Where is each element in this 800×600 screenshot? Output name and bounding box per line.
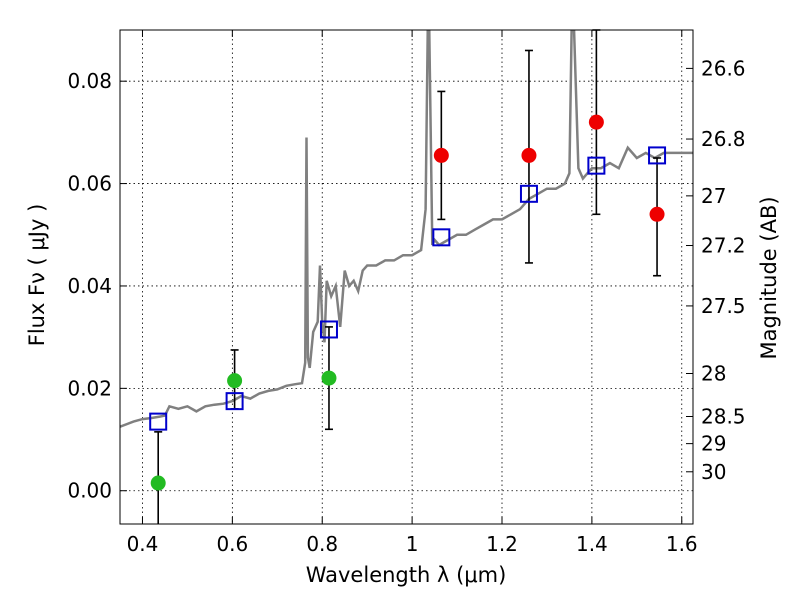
y-tick-label: 0.00 <box>67 479 112 503</box>
data-point <box>588 114 604 130</box>
y-tick-label: 0.02 <box>67 376 112 400</box>
model-point <box>319 320 338 339</box>
model-point <box>648 146 667 165</box>
data-point <box>321 370 337 386</box>
data-point <box>227 373 243 389</box>
right-tick-label: 28.5 <box>701 404 746 428</box>
grid <box>120 30 693 524</box>
x-tick-label: 1.4 <box>576 532 608 556</box>
right-tick-label: 28 <box>701 361 726 385</box>
x-axis-title: Wavelength λ (μm) <box>306 563 507 587</box>
model-point <box>225 392 244 411</box>
x-tick-label: 0.6 <box>216 532 248 556</box>
data-point <box>150 475 166 491</box>
marker-layer <box>149 114 667 491</box>
right-tick-label: 26.6 <box>701 56 746 80</box>
right-tick-label: 30 <box>701 460 726 484</box>
y-tick-label: 0.06 <box>67 172 112 196</box>
x-tick-label: 0.8 <box>306 532 338 556</box>
model-point <box>587 156 606 175</box>
plot-frame <box>119 29 694 525</box>
data-point <box>521 147 537 163</box>
right-tick-label: 26.8 <box>701 127 746 151</box>
model-point <box>432 228 451 247</box>
y-axis-title: Flux Fν ( μJy ) <box>25 204 49 347</box>
x-tick-label: 1 <box>406 532 419 556</box>
y-tick-label: 0.08 <box>67 69 112 93</box>
y-axis-right-title: Magnitude (AB) <box>757 196 781 359</box>
model-point <box>519 184 538 203</box>
x-tick-label: 0.4 <box>127 532 159 556</box>
right-tick-label: 27.2 <box>701 234 746 258</box>
right-tick-label: 27.5 <box>701 294 746 318</box>
x-tick-label: 1.2 <box>486 532 518 556</box>
x-tick-label: 1.6 <box>666 532 698 556</box>
data-point <box>649 206 665 222</box>
tick-layer: 0.4 0.6 0.8 1 1.2 1.4 1.6 0.00 0.02 0.04 0.06 0.08 2… <box>67 30 746 556</box>
errorbar-layer <box>154 29 662 524</box>
spectrum-layer <box>120 30 693 428</box>
right-tick-label: 27 <box>701 184 726 208</box>
data-point <box>433 147 449 163</box>
y-tick-label: 0.04 <box>67 274 112 298</box>
model-point <box>149 412 168 431</box>
right-tick-label: 29 <box>701 432 726 456</box>
model-spectrum-line <box>120 30 693 428</box>
